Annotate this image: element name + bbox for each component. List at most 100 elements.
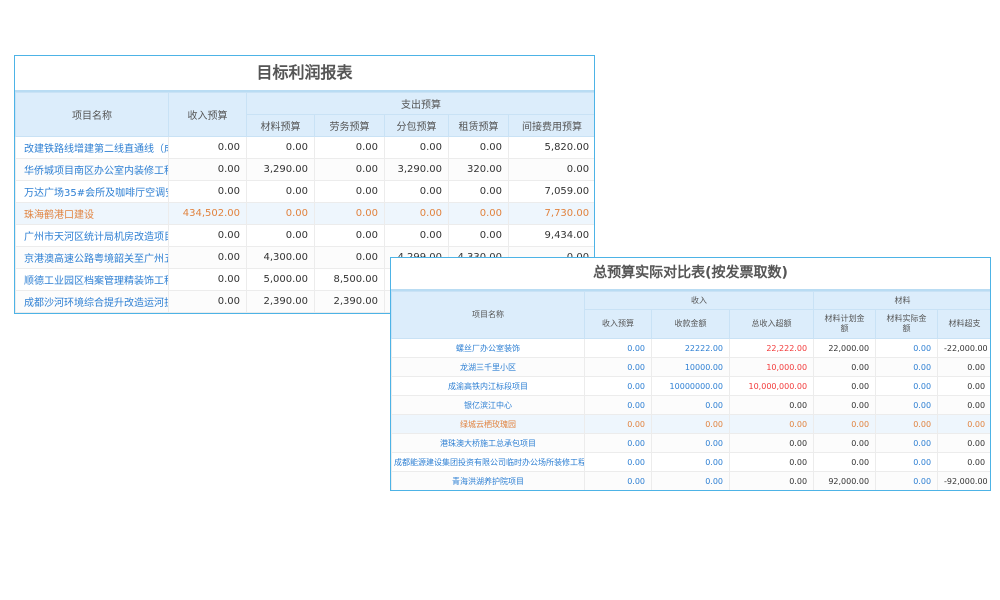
value-cell: 0.00 [314,158,385,181]
value-cell: 0.00 [937,357,990,377]
project-name-link[interactable]: 京港澳高速公路粤境韶关至广州五 [15,246,169,269]
col-header-material-actual: 材料实际金额 [875,309,939,339]
panel-title: 总预算实际对比表(按发票取数) [391,258,990,291]
value-cell: 0.00 [584,433,652,453]
table-row[interactable]: 珠海鹤港口建设 434,502.00 0.00 0.00 0.00 0.00 7,730.0… [15,202,594,225]
value-cell: 0.00 [813,414,877,434]
value-cell: 0.00 [384,180,449,203]
table-row[interactable]: 成都能源建设集团投资有限公司临时办公场所装修工程 0.00 0.00 0.00 0.00… [391,452,990,472]
value-cell: 10,000.00 [728,357,815,377]
value-cell: 0.00 [168,224,247,247]
value-cell: 0.00 [168,158,247,181]
col-header-material-plan: 材料计划金额 [813,309,877,339]
value-cell: 0.00 [314,202,385,225]
panel-title: 目标利润报表 [15,56,594,92]
value-cell: 22222.00 [651,338,730,358]
value-cell: 0.00 [168,246,247,269]
table-row[interactable]: 万达广场35#会所及咖啡厅空调安 0.00 0.00 0.00 0.00 0.00 7,05… [15,180,594,203]
project-name-link[interactable]: 广州市天河区统计局机房改造项目 [15,224,169,247]
table-row[interactable]: 改建铁路线增建第二线直通线（成 0.00 0.00 0.00 0.00 0.00 5,820… [15,136,594,159]
budget-actual-table: 项目名称 收入 材料 收入预算 收款金额 总收入超额 材料计划金额 材料实际金额… [391,291,990,490]
project-name-link[interactable]: 绿城云栖玫瑰园 [391,414,585,434]
project-name-link[interactable]: 华侨城项目南区办公室内装修工程 [15,158,169,181]
budget-actual-comparison-panel: 总预算实际对比表(按发票取数) 项目名称 收入 材料 收入预算 收款金额 总收入… [390,257,991,491]
col-header-income-budget: 收入预算 [584,309,652,339]
value-cell: 0.00 [813,395,877,415]
value-cell: 0.00 [651,471,730,490]
value-cell: 0.00 [448,180,509,203]
table-row[interactable]: 华侨城项目南区办公室内装修工程 0.00 3,290.00 0.00 3,290.00 3… [15,158,594,181]
value-cell: 0.00 [246,202,315,225]
table-row[interactable]: 青海洪湖养护院项目 0.00 0.00 0.00 92,000.00 0.00 -92,00… [391,471,990,490]
project-name-link[interactable]: 顺德工业园区档案管理精装饰工程 [15,268,169,291]
value-cell: 0.00 [314,246,385,269]
value-cell: 0.00 [314,180,385,203]
col-group-expense: 支出预算 [245,92,594,115]
value-cell: 8,500.00 [314,268,385,291]
value-cell: 434,502.00 [168,202,247,225]
value-cell: 0.00 [168,136,247,159]
col-header-lease: 租赁预算 [448,114,509,137]
project-name-link[interactable]: 珠海鹤港口建设 [15,202,169,225]
project-name-link[interactable]: 成都沙河环境综合提升改造运河护 [15,290,169,313]
value-cell: 3,290.00 [246,158,315,181]
table-row[interactable]: 成渝高铁内江标段项目 0.00 10000000.00 10,000,000.00 0.… [391,376,990,396]
col-header-name: 项目名称 [15,92,169,137]
value-cell: 0.00 [728,395,815,415]
value-cell: -92,000.00 [937,471,990,490]
value-cell: 0.00 [651,414,730,434]
col-header-subcontract: 分包预算 [384,114,449,137]
col-header-over-income: 总收入超额 [728,309,815,339]
value-cell: 3,290.00 [384,158,449,181]
value-cell: 0.00 [448,224,509,247]
value-cell: 10000000.00 [651,376,730,396]
value-cell: 0.00 [168,268,247,291]
table-row[interactable]: 螺丝厂办公室装饰 0.00 22222.00 22,222.00 22,000.00 0.… [391,338,990,358]
value-cell: 0.00 [875,338,939,358]
table-row[interactable]: 港珠澳大桥施工总承包项目 0.00 0.00 0.00 0.00 0.00 0.00 [391,433,990,453]
value-cell: 0.00 [875,452,939,472]
value-cell: 0.00 [246,180,315,203]
value-cell: 0.00 [728,452,815,472]
value-cell: 0.00 [875,395,939,415]
project-name-link[interactable]: 改建铁路线增建第二线直通线（成 [15,136,169,159]
value-cell: 0.00 [728,414,815,434]
value-cell: 0.00 [813,433,877,453]
value-cell: 0.00 [584,414,652,434]
project-name-link[interactable]: 龙湖三千里小区 [391,357,585,377]
value-cell: 0.00 [651,395,730,415]
table-row[interactable]: 绿城云栖玫瑰园 0.00 0.00 0.00 0.00 0.00 0.00 [391,414,990,434]
value-cell: 0.00 [813,452,877,472]
table-row[interactable]: 广州市天河区统计局机房改造项目 0.00 0.00 0.00 0.00 0.00 9,434… [15,224,594,247]
value-cell: 0.00 [584,357,652,377]
value-cell: 2,390.00 [314,290,385,313]
value-cell: 0.00 [246,224,315,247]
project-name-link[interactable]: 螺丝厂办公室装饰 [391,338,585,358]
value-cell: 92,000.00 [813,471,877,490]
col-header-received: 收款金额 [651,309,730,339]
project-name-link[interactable]: 港珠澳大桥施工总承包项目 [391,433,585,453]
value-cell: 0.00 [584,338,652,358]
value-cell: 0.00 [384,202,449,225]
table-row[interactable]: 龙湖三千里小区 0.00 10000.00 10,000.00 0.00 0.00 0.00 [391,357,990,377]
col-header-material: 材料预算 [246,114,315,137]
project-name-link[interactable]: 银亿滨江中心 [391,395,585,415]
value-cell: 10000.00 [651,357,730,377]
project-name-link[interactable]: 万达广场35#会所及咖啡厅空调安 [15,180,169,203]
table-row[interactable]: 银亿滨江中心 0.00 0.00 0.00 0.00 0.00 0.00 [391,395,990,415]
value-cell: 0.00 [168,180,247,203]
value-cell: 0.00 [937,452,990,472]
value-cell: 0.00 [584,376,652,396]
value-cell: 0.00 [246,136,315,159]
project-name-link[interactable]: 成都能源建设集团投资有限公司临时办公场所装修工程 [391,452,585,472]
value-cell: 0.00 [384,224,449,247]
value-cell: 0.00 [584,471,652,490]
value-cell: 7,059.00 [507,180,594,203]
value-cell: 320.00 [448,158,509,181]
project-name-link[interactable]: 成渝高铁内江标段项目 [391,376,585,396]
value-cell: 22,222.00 [728,338,815,358]
value-cell: 5,000.00 [246,268,315,291]
value-cell: 10,000,000.00 [728,376,815,396]
value-cell: 2,390.00 [246,290,315,313]
project-name-link[interactable]: 青海洪湖养护院项目 [391,471,585,490]
